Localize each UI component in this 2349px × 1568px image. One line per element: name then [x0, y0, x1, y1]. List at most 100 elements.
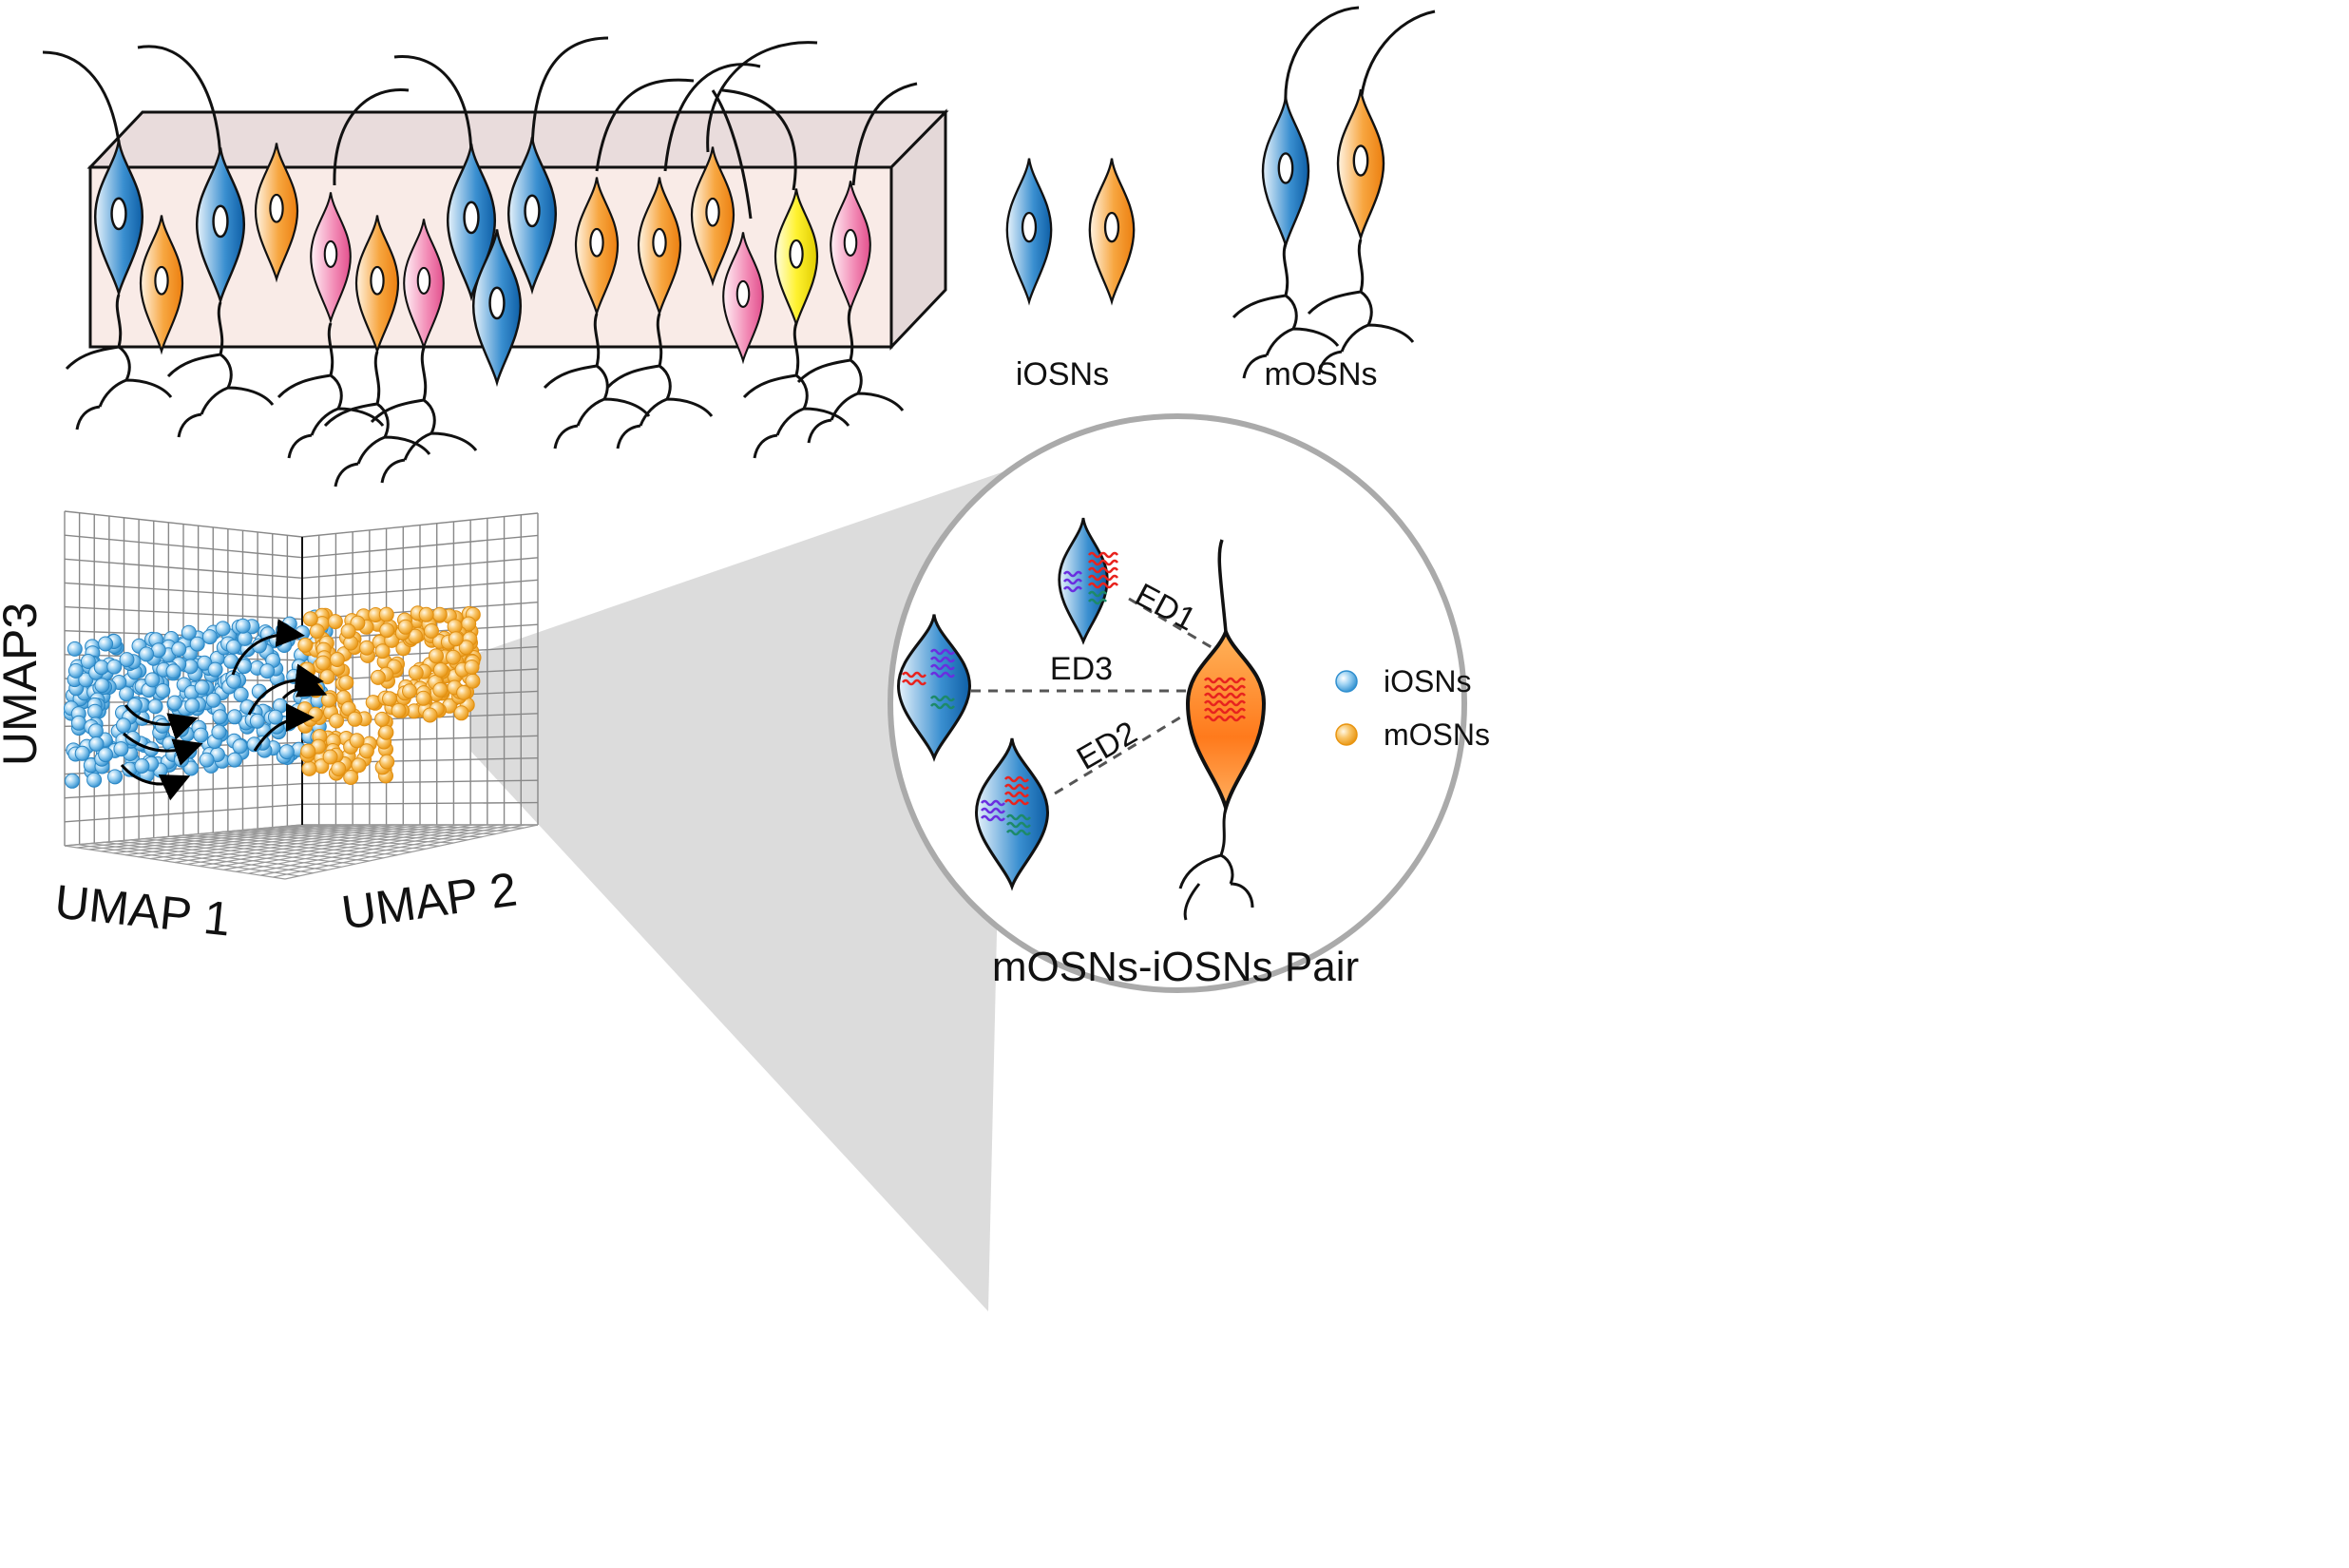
axis-label-umap2: UMAP 2: [338, 862, 520, 939]
iosn-point: [98, 636, 114, 652]
mosn-point: [422, 707, 438, 723]
mosn-point: [329, 713, 345, 729]
transcript-wave: [1004, 798, 1029, 806]
mosn-point: [347, 711, 363, 727]
mosn-point: [379, 622, 395, 639]
label-mosns: mOSNs: [1265, 356, 1378, 392]
mosn-point: [448, 631, 464, 647]
transcript-wave: [930, 656, 955, 663]
mosn-point: [431, 606, 448, 622]
mosn-point: [374, 711, 391, 727]
iosn-point: [205, 692, 221, 708]
mosn-point: [418, 606, 434, 622]
mosn-point: [432, 662, 449, 678]
mosn-point: [340, 623, 356, 640]
iosn-point: [226, 673, 242, 689]
iosn-point: [225, 639, 241, 655]
iosn-point: [212, 709, 228, 725]
iosn-point: [207, 661, 223, 678]
transcript-wave: [1088, 590, 1107, 598]
iosn-point: [80, 654, 96, 669]
iosn-point: [107, 769, 123, 785]
iosn-point: [267, 709, 283, 725]
iosn-point: [165, 663, 181, 679]
iosn-point: [232, 738, 248, 755]
mosn-point: [391, 702, 407, 718]
mosn-point: [338, 675, 354, 691]
legend-label-iosns: iOSNs: [1384, 664, 1471, 698]
mosn-point: [321, 692, 336, 708]
iosn-point: [147, 698, 163, 715]
iosn-point: [233, 686, 249, 702]
zoom-circle: ED1 ED3 ED2: [888, 413, 1467, 993]
pair-caption: mOSNs-iOSNs Pair: [992, 944, 1359, 990]
iosn-point: [88, 736, 105, 752]
transcript-wave: [1088, 574, 1118, 582]
iosn-point: [119, 652, 135, 668]
mosn-point: [301, 760, 317, 776]
iosn-point: [106, 659, 123, 675]
mosn-point: [331, 761, 347, 776]
iosn-point: [65, 773, 80, 789]
iosn-point: [167, 695, 182, 711]
iosn-point: [259, 663, 276, 679]
iosn-point: [278, 744, 295, 760]
mosn-point: [319, 669, 335, 685]
transcript-wave: [930, 702, 955, 710]
ed3-label: ED3: [1050, 651, 1113, 687]
legend-marker-mosns: [1335, 723, 1358, 746]
mosn-point: [358, 743, 374, 759]
iosn-cell-ed2: [974, 737, 1050, 891]
iosn-point: [237, 630, 253, 646]
mosn-point: [379, 754, 395, 770]
iosn-point: [251, 683, 267, 699]
grid-floor: [64, 824, 539, 880]
iosn-point: [70, 715, 86, 731]
iosn-point: [194, 679, 210, 696]
mosn-point: [446, 649, 461, 665]
transcript-wave: [1006, 829, 1031, 836]
transition-arrows: [120, 619, 328, 801]
mosn-point: [349, 733, 365, 749]
iosn-point: [87, 723, 104, 739]
transcript-wave: [930, 648, 955, 656]
mosn-point: [402, 683, 417, 699]
iosn-cell-ed3: [896, 614, 972, 762]
transcript-wave: [981, 799, 1005, 807]
mosn-point: [408, 665, 424, 680]
mosn-point: [322, 749, 338, 765]
mosn-point: [309, 623, 325, 640]
mosn-point: [432, 681, 449, 698]
transcript-wave: [1204, 715, 1246, 722]
iosn-point: [139, 646, 155, 662]
iosn-point: [126, 698, 143, 713]
axis-label-umap3: UMAP3: [0, 602, 47, 766]
iosn-point: [227, 752, 242, 768]
mosn-point: [302, 611, 318, 627]
iosn-point: [154, 717, 170, 734]
iosns-example-cells: [1005, 157, 1136, 303]
mosns-example-cells: [1232, 6, 1436, 380]
legend: iOSNs mOSNs: [1335, 664, 1490, 752]
transcript-wave: [1204, 692, 1246, 699]
transcript-wave: [1204, 677, 1246, 684]
mosn-point: [351, 757, 367, 774]
mosn-point: [415, 690, 431, 706]
transcript-squiggles: [902, 551, 1246, 836]
iosn-point: [249, 713, 265, 729]
mosn-point: [382, 691, 397, 707]
iosn-point: [86, 772, 103, 788]
mosn-point: [327, 614, 343, 630]
iosn-point: [67, 641, 83, 657]
iosn-point: [215, 621, 231, 637]
iosn-point: [67, 662, 84, 679]
axis-label-umap1: UMAP 1: [52, 874, 233, 946]
iosn-point: [113, 741, 129, 757]
transcript-wave: [1004, 783, 1029, 791]
transcript-wave: [930, 695, 955, 702]
iosn-point: [116, 717, 131, 734]
iosn-cell-ed1: [1058, 517, 1109, 645]
iosn-point: [189, 636, 205, 652]
transcript-wave: [1063, 585, 1082, 593]
transcript-wave: [1004, 791, 1029, 798]
